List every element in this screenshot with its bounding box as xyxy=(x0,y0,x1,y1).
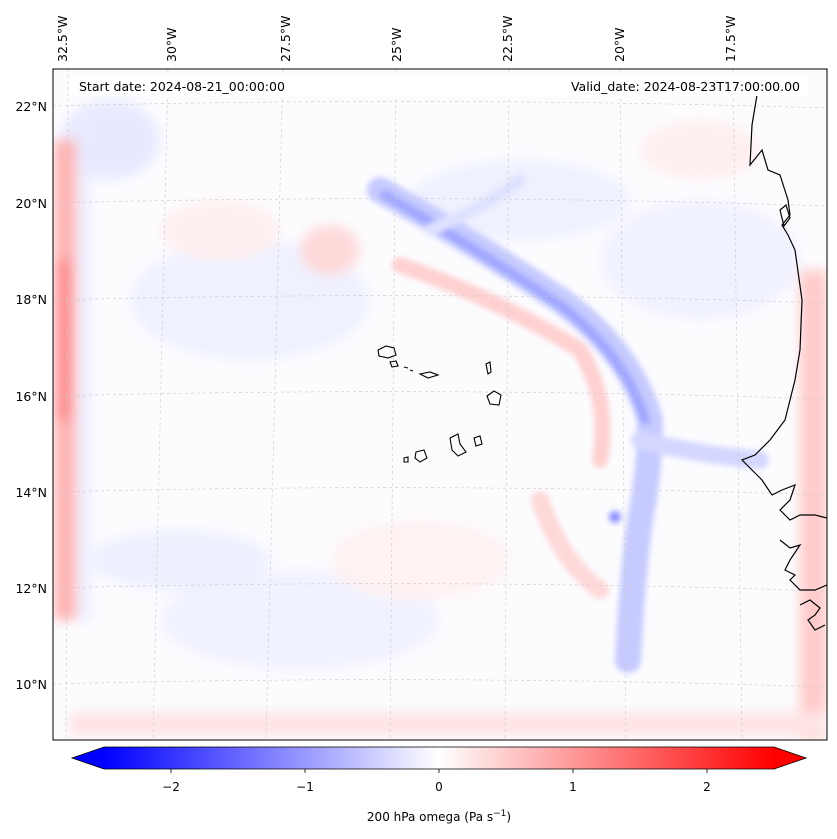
lat-tick-label: 22°N xyxy=(15,99,47,114)
lon-tick-label: 17.5°W xyxy=(723,16,738,62)
gridlines xyxy=(53,69,827,740)
lat-ticks: 22°N 20°N 18°N 16°N 14°N 12°N 10°N xyxy=(15,99,47,692)
lat-tick-label: 20°N xyxy=(15,196,47,211)
colorbar-min-arrow xyxy=(72,747,104,769)
cape-verde-islands xyxy=(377,345,502,463)
lon-ticks: 32.5°W 30°W 27.5°W 25°W 22.5°W 20°W 17.5… xyxy=(55,16,738,62)
lon-tick-label: 20°W xyxy=(612,27,627,62)
lat-tick-label: 12°N xyxy=(15,581,47,596)
lat-tick-label: 14°N xyxy=(15,485,47,500)
colorbar-body xyxy=(104,747,774,769)
colorbar-tick-label: −2 xyxy=(162,780,180,794)
coastline xyxy=(740,94,827,631)
lon-tick-label: 25°W xyxy=(389,27,404,62)
colorbar-label: 200 hPa omega (Pa s−1) xyxy=(367,809,511,824)
lat-tick-label: 16°N xyxy=(15,389,47,404)
lat-tick-label: 18°N xyxy=(15,292,47,307)
start-date-label: Start date: 2024-08-21_00:00:00 xyxy=(79,79,285,94)
colorbar-tick-label: 2 xyxy=(703,780,711,794)
lat-tick-label: 10°N xyxy=(15,677,47,692)
colorbar-tick-label: 1 xyxy=(569,780,577,794)
colorbar-tick-label: 0 xyxy=(435,780,443,794)
valid-date-label: Valid_date: 2024-08-23T17:00:00.00 xyxy=(571,79,800,94)
colorbar: −2 −1 0 1 2 200 hPa omega (Pa s−1) xyxy=(70,746,808,824)
map-frame xyxy=(52,68,828,741)
colorbar-tick-label: −1 xyxy=(296,780,314,794)
omega-field xyxy=(53,69,827,740)
lon-tick-label: 22.5°W xyxy=(500,16,515,62)
lon-tick-label: 32.5°W xyxy=(55,16,70,62)
lon-tick-label: 27.5°W xyxy=(278,16,293,62)
lon-tick-label: 30°W xyxy=(164,27,179,62)
colorbar-max-arrow xyxy=(774,747,806,769)
